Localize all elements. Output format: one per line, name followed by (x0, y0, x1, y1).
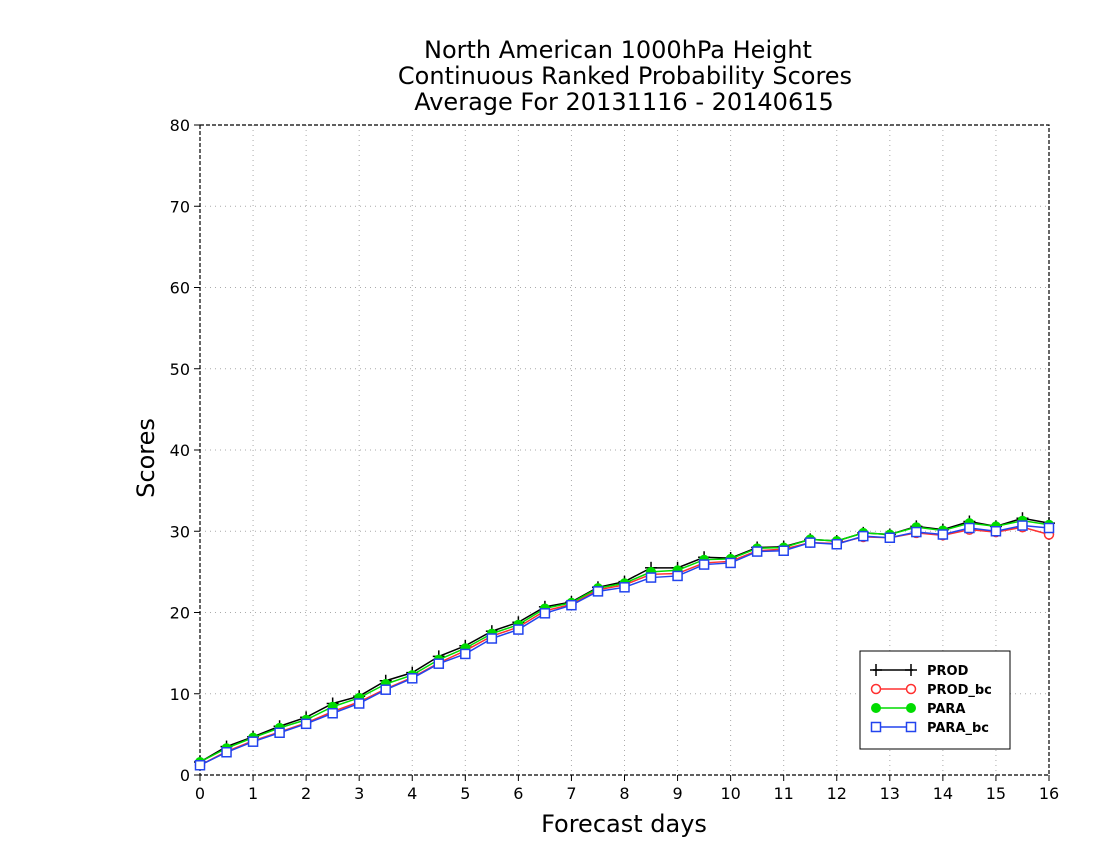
y-tick-label: 50 (170, 360, 190, 379)
x-tick-label: 2 (301, 784, 311, 803)
y-tick-label: 20 (170, 604, 190, 623)
legend-label: PROD_bc (927, 683, 992, 698)
x-tick-label: 12 (827, 784, 847, 803)
data-point-para-bc (407, 673, 418, 684)
legend-marker (870, 664, 882, 676)
data-point-para-bc (619, 582, 630, 593)
x-tick-label: 14 (933, 784, 953, 803)
x-tick-label: 13 (880, 784, 900, 803)
data-point-para-bc (804, 537, 816, 548)
data-point-para-bc (460, 648, 471, 660)
legend-box (859, 650, 1011, 750)
y-tick-label: 40 (170, 441, 190, 460)
legend-marker (906, 703, 916, 713)
legend-label: PARA (927, 702, 965, 717)
data-point-para-bc (194, 760, 206, 771)
legend-marker (905, 721, 917, 733)
x-tick-label: 15 (986, 784, 1006, 803)
data-point-para-bc (513, 624, 524, 635)
x-tick-label: 8 (619, 784, 629, 803)
series-para-bc (194, 520, 1055, 771)
series-layer (194, 512, 1055, 771)
data-point-para-bc (353, 698, 365, 709)
y-tick-label: 30 (170, 522, 190, 541)
legend-marker (870, 721, 882, 733)
x-axis-label: Forecast days (541, 810, 707, 838)
data-point-para-bc (751, 546, 763, 557)
data-point-para-bc (884, 532, 896, 543)
data-point-para-bc (247, 736, 259, 747)
data-point-para-bc (433, 658, 445, 669)
axis-ticks: 0 1 2 3 4 5 6 7 8 9 10 11 12 13 14 15 160102030405060708… (170, 116, 1060, 803)
data-point-para-bc (300, 718, 312, 730)
x-tick-label: 9 (672, 784, 682, 803)
x-tick-label: 10 (720, 784, 740, 803)
legend-marker (905, 683, 917, 695)
x-tick-label: 7 (566, 784, 576, 803)
y-tick-label: 80 (170, 116, 190, 135)
x-tick-label: 16 (1039, 784, 1059, 803)
x-tick-label: 5 (460, 784, 470, 803)
data-point-para-bc (592, 586, 604, 597)
x-tick-label: 3 (354, 784, 364, 803)
legend-label: PROD (927, 664, 969, 679)
data-point-para-bc (778, 545, 789, 556)
legend: PROD PROD_bc PARA PARA_bc (859, 650, 1011, 750)
legend-marker (905, 664, 917, 676)
data-point-para-bc (831, 539, 842, 550)
grid (200, 125, 1049, 775)
data-point-para-bc (698, 559, 710, 570)
data-point-para-bc (566, 599, 577, 611)
data-point-para-bc (725, 557, 736, 569)
y-tick-label: 10 (170, 685, 190, 704)
data-point-para-bc (911, 526, 922, 538)
x-tick-label: 4 (407, 784, 417, 803)
legend-marker (871, 703, 881, 713)
data-point-para-bc (486, 633, 498, 644)
data-point-para-bc (964, 522, 975, 534)
chart-title: North American 1000hPa Height Continuous… (398, 36, 852, 116)
data-point-para-bc (380, 684, 391, 695)
data-point-para-bc (327, 708, 338, 719)
y-tick-label: 70 (170, 197, 190, 216)
chart-title-line-1: North American 1000hPa Height (424, 36, 812, 64)
legend-item-para: PARA (871, 702, 965, 717)
data-point-para-bc (539, 608, 551, 619)
chart-title-line-2: Continuous Ranked Probability Scores (398, 62, 852, 90)
data-point-para-bc (274, 727, 285, 738)
data-point-para-bc (221, 747, 232, 758)
x-tick-label: 1 (248, 784, 258, 803)
legend-marker (870, 683, 882, 695)
data-point-para-bc (672, 570, 683, 582)
y-tick-label: 0 (180, 766, 190, 785)
legend-label: PARA_bc (927, 721, 989, 736)
data-point-para-bc (858, 530, 869, 542)
data-point-para-bc (937, 529, 949, 540)
data-point-para-bc (645, 572, 657, 583)
legend-item-prod-bc: PROD_bc (870, 683, 992, 698)
data-point-para-bc (1043, 522, 1055, 534)
legend-item-prod: PROD (870, 664, 969, 679)
x-tick-label: 0 (195, 784, 205, 803)
y-tick-label: 60 (170, 279, 190, 298)
data-point-para-bc (990, 526, 1002, 537)
chart-title-line-3: Average For 20131116 - 20140615 (414, 88, 834, 116)
x-tick-label: 11 (774, 784, 794, 803)
legend-item-para-bc: PARA_bc (870, 721, 989, 736)
data-point-para-bc (1017, 520, 1028, 531)
x-tick-label: 6 (513, 784, 523, 803)
y-axis-label: Scores (132, 418, 160, 498)
